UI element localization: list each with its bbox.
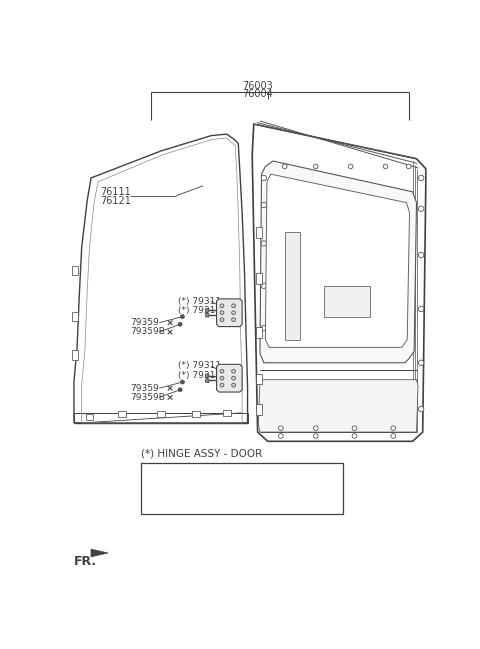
Bar <box>192 411 200 417</box>
Text: (*) 79311: (*) 79311 <box>178 361 221 371</box>
Text: 79359B: 79359B <box>130 393 165 402</box>
Circle shape <box>232 383 236 387</box>
Text: 76111: 76111 <box>100 187 131 197</box>
Polygon shape <box>260 161 417 363</box>
Circle shape <box>205 313 209 317</box>
Circle shape <box>220 369 224 373</box>
Circle shape <box>391 434 396 438</box>
Polygon shape <box>216 299 242 326</box>
Text: (*) 79312: (*) 79312 <box>178 306 221 315</box>
Bar <box>118 411 126 417</box>
Text: 79359: 79359 <box>130 318 158 327</box>
Circle shape <box>232 304 236 308</box>
Text: 79359B: 79359B <box>130 328 165 336</box>
Bar <box>256 327 262 338</box>
Text: 76004: 76004 <box>242 89 273 99</box>
Text: 79320-2B010: 79320-2B010 <box>180 500 250 510</box>
Circle shape <box>391 426 396 430</box>
Circle shape <box>205 308 209 312</box>
Text: LWR: LWR <box>289 467 312 476</box>
Circle shape <box>278 434 283 438</box>
Circle shape <box>261 202 266 208</box>
Bar <box>256 404 262 415</box>
Circle shape <box>282 164 287 169</box>
Bar <box>256 273 262 284</box>
Circle shape <box>278 426 283 430</box>
Bar <box>85 413 93 420</box>
Polygon shape <box>91 549 108 557</box>
Bar <box>256 374 262 384</box>
Polygon shape <box>252 124 426 441</box>
Circle shape <box>419 306 424 312</box>
Circle shape <box>419 360 424 365</box>
Circle shape <box>313 426 318 430</box>
Circle shape <box>180 315 184 319</box>
Circle shape <box>419 252 424 258</box>
Bar <box>142 463 343 514</box>
Text: FR.: FR. <box>74 555 97 568</box>
Text: (*) 79312: (*) 79312 <box>178 371 221 380</box>
Polygon shape <box>324 286 370 317</box>
Circle shape <box>407 164 411 169</box>
Circle shape <box>205 378 209 382</box>
Circle shape <box>232 369 236 373</box>
Polygon shape <box>258 380 418 432</box>
Circle shape <box>220 383 224 387</box>
Polygon shape <box>265 174 409 347</box>
Circle shape <box>419 175 424 180</box>
Bar <box>72 350 78 360</box>
Text: 79320-2B010: 79320-2B010 <box>265 484 336 493</box>
Circle shape <box>348 164 353 169</box>
Polygon shape <box>74 134 248 423</box>
Text: UPR: UPR <box>204 467 226 476</box>
Text: 79359: 79359 <box>130 384 158 393</box>
Text: 79310-2B010: 79310-2B010 <box>180 484 250 493</box>
Circle shape <box>232 311 236 315</box>
Polygon shape <box>285 232 300 339</box>
Circle shape <box>220 376 224 380</box>
Circle shape <box>352 426 357 430</box>
Text: LH: LH <box>150 484 164 493</box>
Text: RH: RH <box>149 500 164 510</box>
Circle shape <box>313 434 318 438</box>
Circle shape <box>261 241 266 246</box>
Circle shape <box>220 318 224 322</box>
Circle shape <box>419 406 424 411</box>
Circle shape <box>383 164 388 169</box>
Text: 76003: 76003 <box>242 81 273 92</box>
Circle shape <box>205 374 209 378</box>
Circle shape <box>261 175 266 180</box>
Circle shape <box>261 283 266 288</box>
Circle shape <box>220 304 224 308</box>
Circle shape <box>313 164 318 169</box>
Bar <box>72 265 78 275</box>
Circle shape <box>352 434 357 438</box>
Circle shape <box>232 376 236 380</box>
Circle shape <box>180 380 184 384</box>
Text: 76121: 76121 <box>100 196 131 206</box>
Circle shape <box>178 388 182 391</box>
Circle shape <box>261 325 266 331</box>
Bar <box>223 410 230 416</box>
Circle shape <box>220 311 224 315</box>
Polygon shape <box>216 364 242 392</box>
Circle shape <box>232 318 236 322</box>
Bar <box>72 312 78 321</box>
Bar <box>157 411 165 417</box>
Bar <box>256 227 262 238</box>
Text: 79310-2B010: 79310-2B010 <box>265 500 336 510</box>
Circle shape <box>419 206 424 212</box>
Circle shape <box>178 323 182 326</box>
Text: (*) HINGE ASSY - DOOR: (*) HINGE ASSY - DOOR <box>142 448 263 459</box>
Text: (*) 79311: (*) 79311 <box>178 297 221 306</box>
